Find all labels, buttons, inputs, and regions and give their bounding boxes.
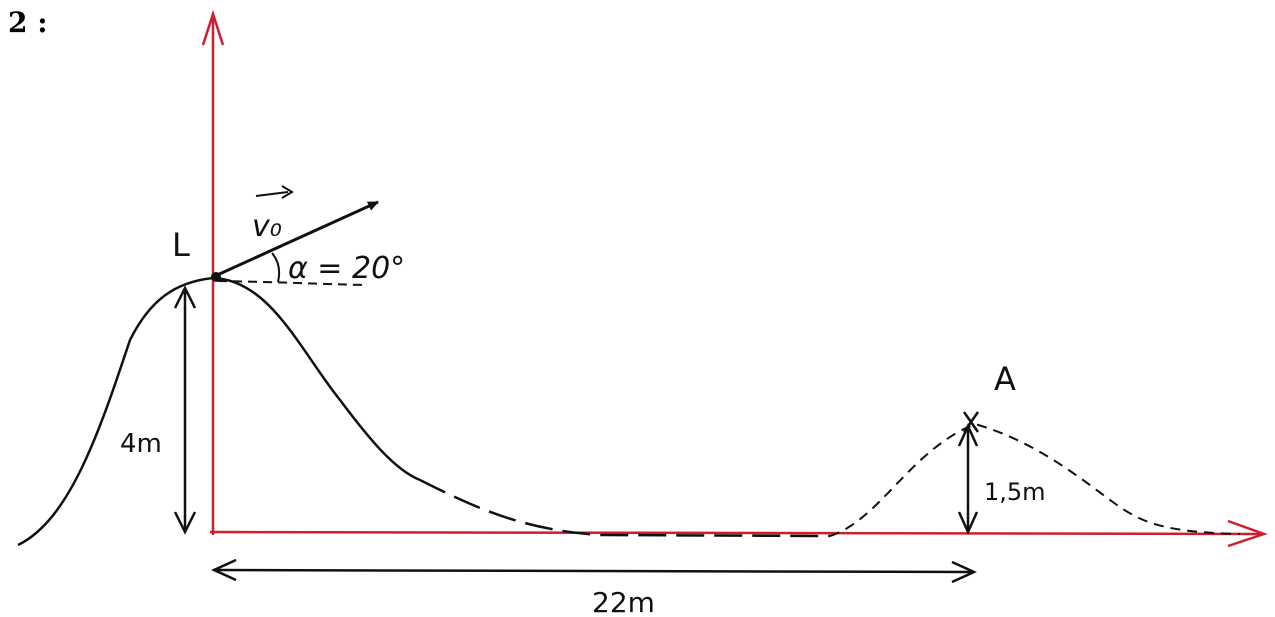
launch-point-label: L [172, 226, 190, 264]
target-height-label: 1,5m [984, 478, 1046, 506]
angle-label: α = 20° [288, 251, 405, 286]
velocity-label: v₀ [252, 209, 282, 244]
launch-point-dot [211, 272, 221, 282]
descending-slope [213, 278, 420, 480]
distance-arrow [215, 570, 972, 572]
x-axis [210, 532, 1262, 534]
distance-label: 22m [592, 586, 655, 617]
launch-height-label: 4m [120, 429, 162, 459]
velocity-label-arrow [256, 192, 288, 196]
descending-slope-dashed [420, 480, 830, 536]
target-point-label: A [994, 360, 1016, 398]
angle-arc [272, 253, 279, 282]
target-point-cross [964, 412, 978, 432]
